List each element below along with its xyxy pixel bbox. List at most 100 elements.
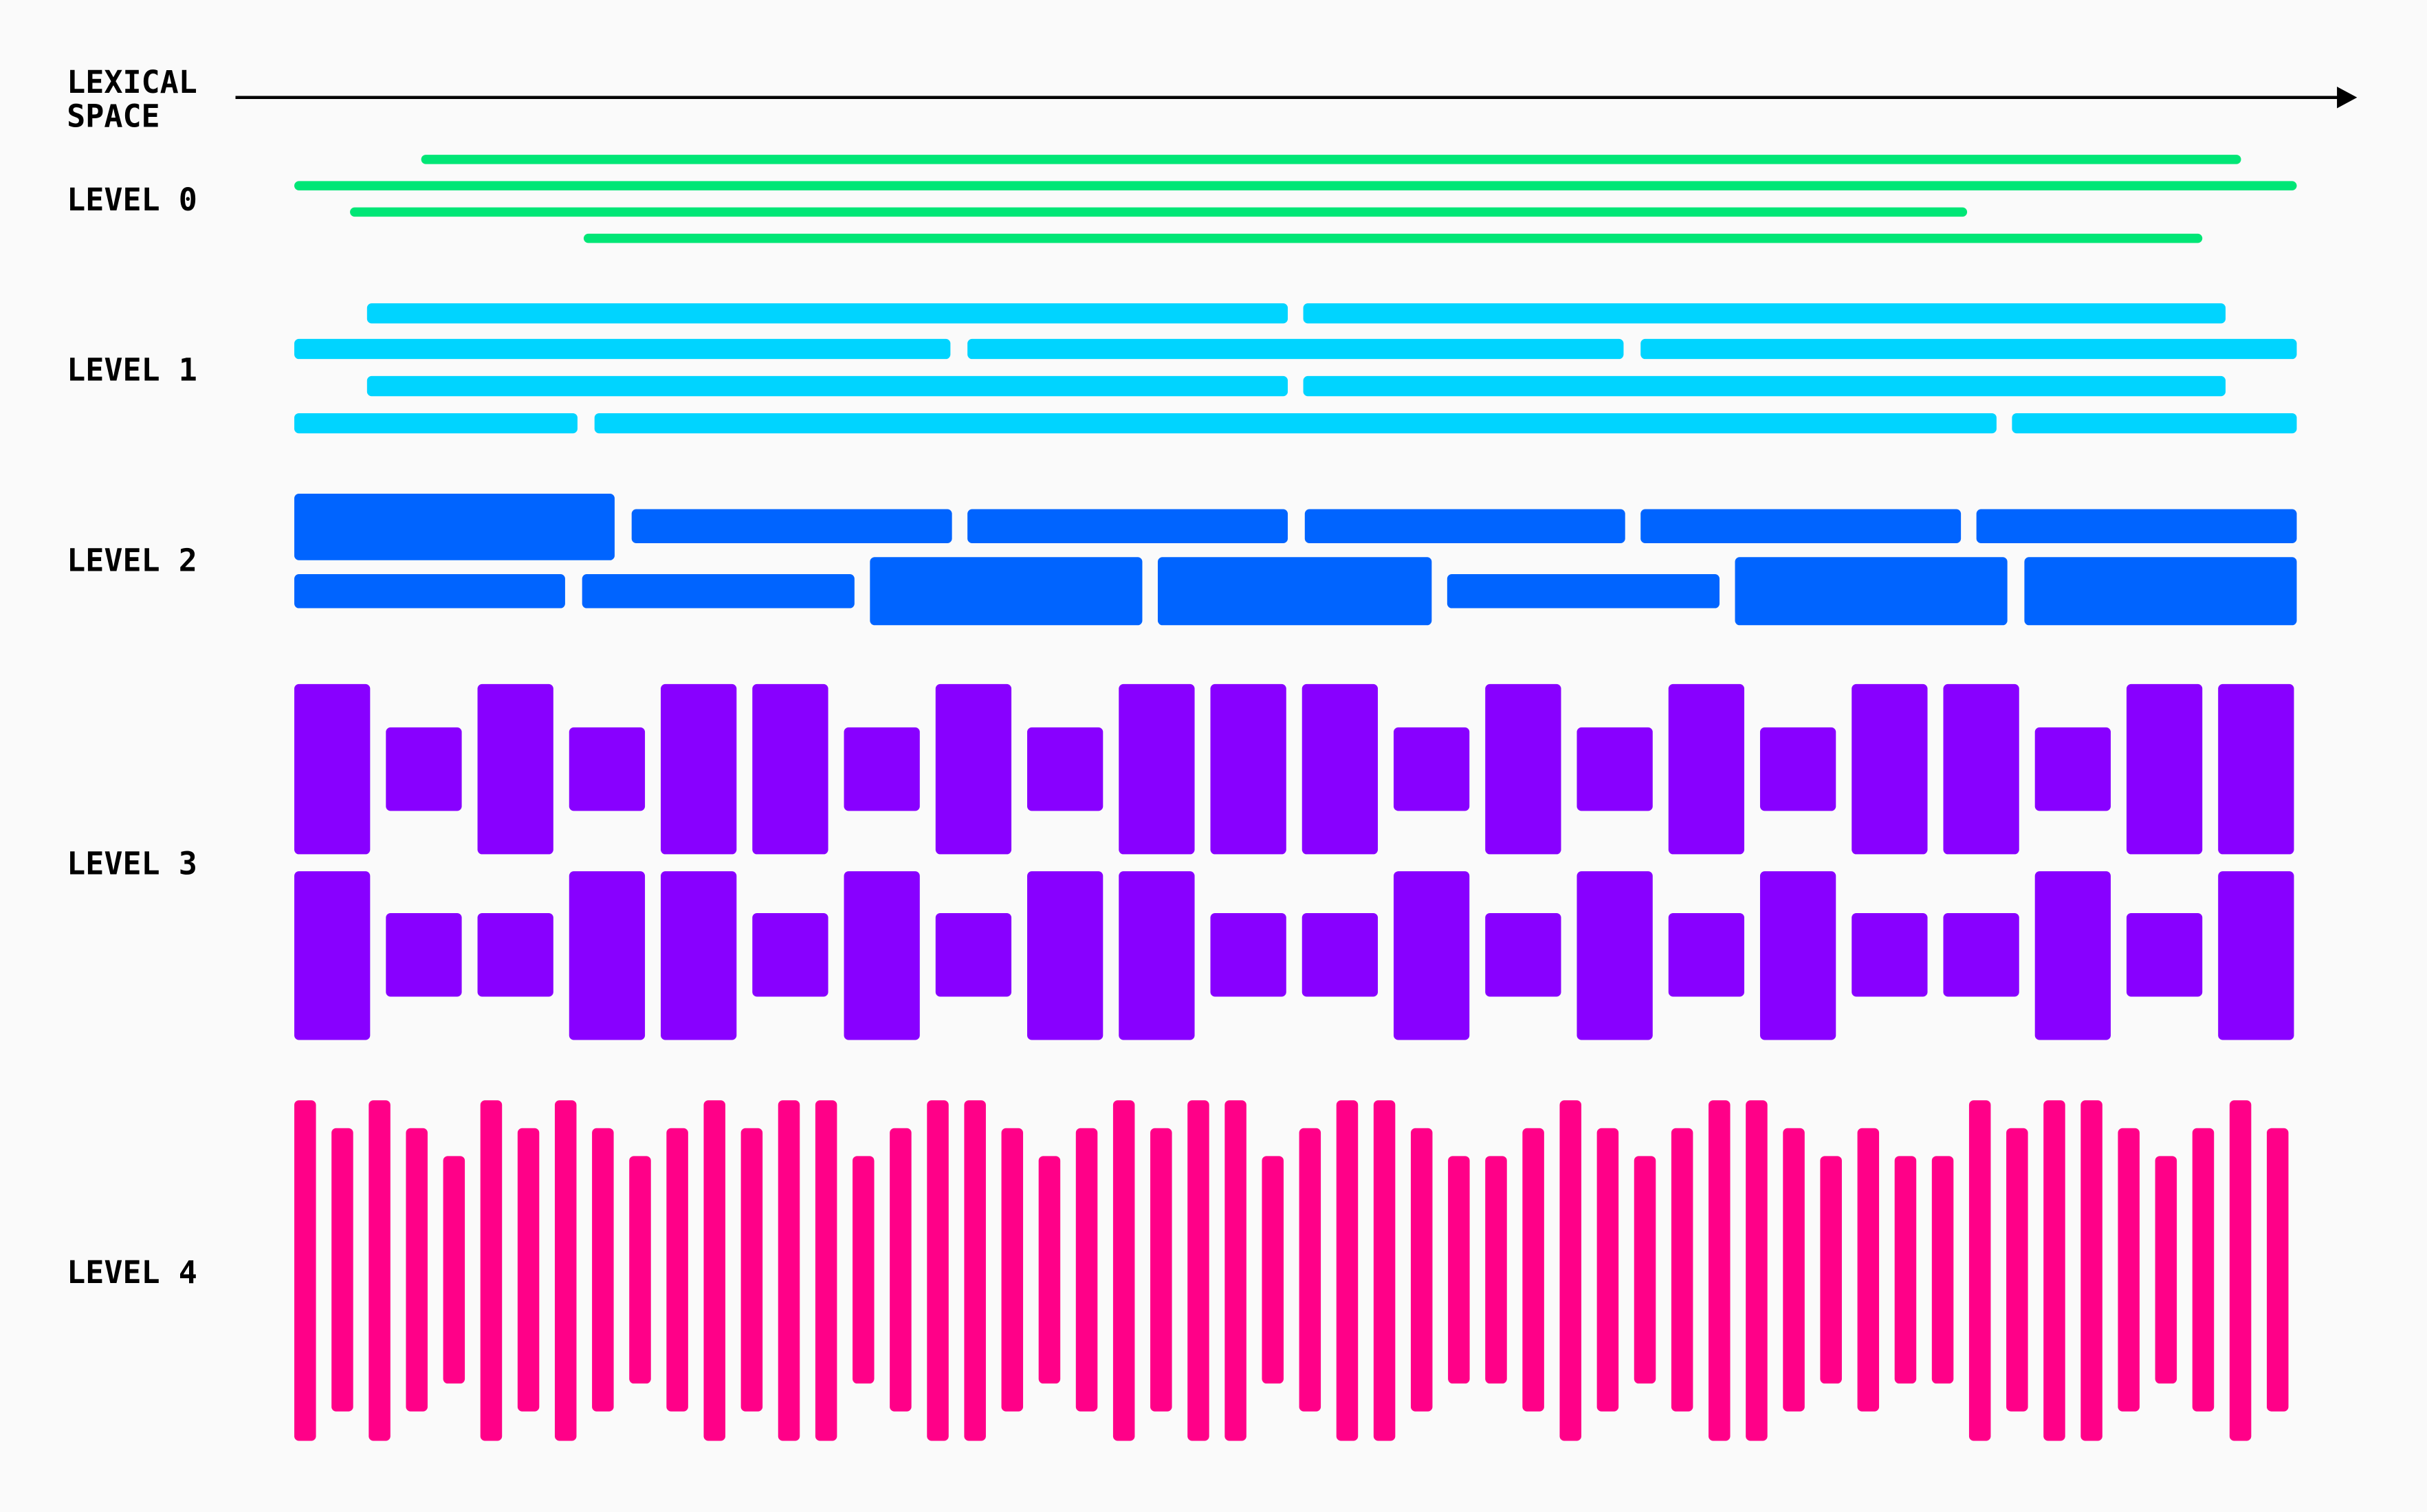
level-3-block	[1393, 871, 1470, 1040]
level-4-bar	[1001, 1128, 1024, 1412]
level-3-block	[569, 727, 646, 811]
level-4-bar	[1671, 1128, 1693, 1412]
level-4-bar	[517, 1128, 540, 1412]
level-4-bar	[1485, 1156, 1507, 1384]
level-4-bar	[890, 1128, 912, 1412]
level-4-bar	[554, 1100, 577, 1441]
level-4-bar	[1038, 1156, 1061, 1384]
level-3-block	[1759, 871, 1836, 1040]
level-4-bar	[927, 1100, 949, 1441]
level-2-span	[2024, 557, 2297, 626]
level-3-block	[935, 912, 1012, 997]
level-4-bar	[1299, 1128, 1321, 1412]
level-4-bar	[2192, 1128, 2215, 1412]
level-4-bar	[1596, 1128, 1619, 1412]
level-3-block	[1119, 871, 1195, 1040]
level-4-label: LEVEL 4	[67, 1254, 197, 1291]
level-2-span	[1304, 509, 1625, 544]
level-3-block	[1485, 912, 1561, 997]
level-3-block	[1210, 683, 1286, 855]
level-1-span	[1640, 338, 2297, 360]
level-3-block	[569, 871, 646, 1040]
level-3-block	[661, 683, 737, 855]
level-4-bar	[815, 1100, 837, 1441]
level-0-span	[294, 181, 2297, 190]
level-4-bar	[629, 1156, 651, 1384]
level-0-span	[583, 233, 2203, 243]
level-3-block	[1302, 683, 1379, 855]
level-3-block	[1393, 727, 1470, 811]
level-2-span	[1640, 509, 1962, 544]
level-4-bar	[1448, 1156, 1470, 1384]
level-2-span	[631, 509, 952, 544]
level-4-bar	[2043, 1100, 2065, 1441]
level-3-block	[2126, 683, 2203, 855]
level-3-block	[1210, 912, 1286, 997]
level-1-label: LEVEL 1	[67, 352, 197, 388]
level-4-bar	[331, 1128, 353, 1412]
level-4-bar	[1968, 1100, 1991, 1441]
level-4-bar	[1931, 1156, 1954, 1384]
level-4-bar	[1559, 1100, 1582, 1441]
level-4-bar	[2118, 1128, 2140, 1412]
level-3-block	[386, 912, 462, 997]
level-2-span	[294, 574, 565, 609]
level-3-block	[1943, 683, 2019, 855]
level-3-block	[1668, 683, 1745, 855]
level-2-span	[967, 509, 1288, 544]
level-3-block	[386, 727, 462, 811]
level-3-block	[1852, 912, 1928, 997]
level-4-bar	[853, 1156, 875, 1384]
level-3-block	[477, 683, 553, 855]
level-4-bar	[1187, 1100, 1209, 1441]
level-2-span	[1447, 574, 1720, 609]
level-2-span	[1976, 509, 2297, 544]
level-4-bar	[703, 1100, 725, 1441]
level-1-span	[294, 413, 578, 434]
level-1-span	[967, 338, 1624, 360]
level-4-bar	[480, 1100, 503, 1441]
level-4-bar	[1112, 1100, 1135, 1441]
level-3-block	[844, 871, 920, 1040]
level-4-bar	[2266, 1128, 2289, 1412]
level-4-bar	[1746, 1100, 1768, 1441]
level-3-block	[2034, 871, 2111, 1040]
level-4-bar	[1634, 1156, 1656, 1384]
level-4-bar	[1894, 1156, 1917, 1384]
level-2-label: LEVEL 2	[67, 543, 197, 579]
level-4-bar	[1410, 1128, 1433, 1412]
level-1-span	[294, 338, 951, 360]
level-2-span	[870, 557, 1143, 626]
level-3-block	[2034, 727, 2111, 811]
level-4-bar	[1075, 1128, 1098, 1412]
axis-label-line2: SPACE	[67, 98, 160, 135]
level-3-block	[477, 912, 553, 997]
level-3-block	[2218, 683, 2294, 855]
level-3-block	[294, 871, 371, 1040]
level-3-block	[1759, 727, 1836, 811]
level-4-bar	[964, 1100, 986, 1441]
level-3-block	[1668, 912, 1745, 997]
level-3-block	[2126, 912, 2203, 997]
level-3-block	[294, 683, 371, 855]
level-4-bar	[294, 1100, 316, 1441]
level-4-bar	[1857, 1128, 1880, 1412]
level-4-bar	[1373, 1100, 1396, 1441]
level-4-bar	[1150, 1128, 1172, 1412]
level-4-bar	[1709, 1100, 1731, 1441]
level-3-block	[1852, 683, 1928, 855]
level-4-bar	[406, 1128, 428, 1412]
level-2-span	[1157, 557, 1432, 626]
level-1-span	[1303, 375, 2226, 397]
level-4-bar	[740, 1128, 763, 1412]
level-1-span	[366, 303, 1288, 324]
level-3-block	[752, 912, 828, 997]
axis-arrow-icon	[2337, 87, 2358, 109]
level-2-span	[1735, 557, 2008, 626]
level-4-bar	[369, 1100, 391, 1441]
level-3-block	[844, 727, 920, 811]
level-4-bar	[2006, 1128, 2028, 1412]
level-4-bar	[1336, 1100, 1359, 1441]
level-1-span	[2012, 413, 2297, 434]
